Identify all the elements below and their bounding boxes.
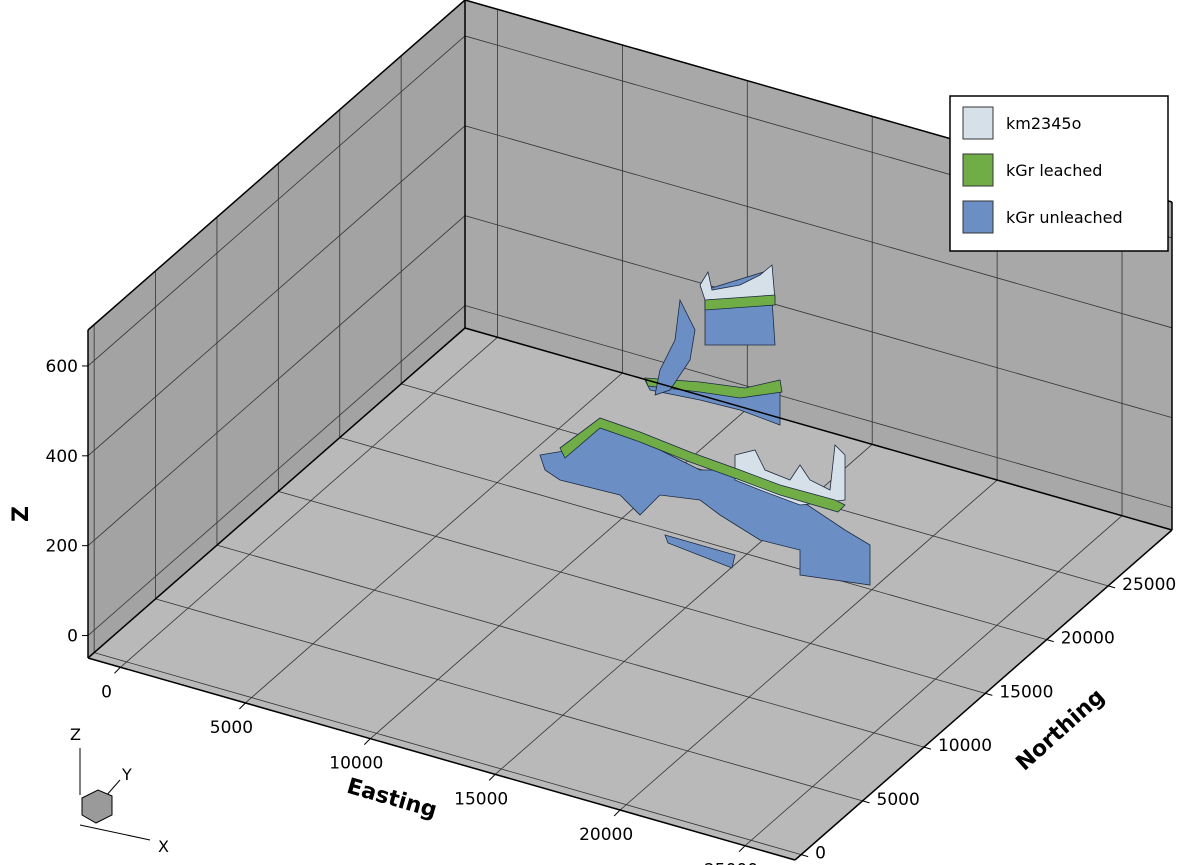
legend-swatch — [963, 107, 993, 139]
triad-cube — [82, 790, 112, 823]
z-tick-label: 200 — [46, 537, 78, 557]
y-tick — [1047, 640, 1054, 642]
triad-axis — [80, 825, 150, 840]
y-tick-label: 0 — [815, 844, 826, 864]
z-tick-label: 600 — [46, 357, 78, 377]
z-tick-label: 400 — [46, 447, 78, 467]
y-tick — [924, 747, 931, 749]
x-tick-label: 25000 — [704, 861, 758, 865]
y-tick-label: 15000 — [999, 682, 1053, 702]
y-tick-label: 20000 — [1061, 629, 1115, 649]
legend: km2345o kGr leached kGr unleached — [950, 96, 1168, 251]
y-tick-label: 25000 — [1122, 575, 1176, 595]
legend-label: km2345o — [1006, 114, 1081, 133]
y-tick-label: 5000 — [877, 790, 920, 810]
x-tick — [739, 846, 745, 852]
chart: 0 5000 10000 15000 20000 25000 0 5000 10000 15000… — [0, 0, 1202, 865]
x-tick — [489, 774, 495, 780]
x-tick — [114, 667, 120, 673]
x-tick-label: 15000 — [454, 789, 508, 809]
y-tick-label: 10000 — [938, 736, 992, 756]
z-axis-title: Z — [9, 506, 34, 522]
x-tick — [614, 810, 620, 816]
triad-label: Z — [70, 725, 81, 744]
legend-swatch — [963, 201, 993, 233]
legend-label: kGr leached — [1006, 161, 1102, 180]
x-tick-label: 20000 — [579, 825, 633, 845]
axis-triad: X Y Z — [70, 725, 169, 856]
x-tick-label: 0 — [101, 682, 112, 702]
triad-label: X — [158, 837, 169, 856]
x-tick — [364, 739, 370, 745]
x-tick-label: 10000 — [329, 754, 383, 774]
legend-swatch — [963, 154, 993, 186]
y-tick — [801, 855, 808, 857]
legend-label: kGr unleached — [1006, 208, 1123, 227]
y-tick — [985, 693, 992, 695]
x-tick-label: 5000 — [210, 718, 253, 738]
x-axis-title: Easting — [344, 774, 440, 824]
x-tick — [239, 703, 245, 709]
y-tick — [1108, 586, 1115, 588]
z-tick-label: 0 — [67, 627, 78, 647]
y-tick — [863, 801, 870, 803]
triad-label: Y — [121, 765, 132, 784]
